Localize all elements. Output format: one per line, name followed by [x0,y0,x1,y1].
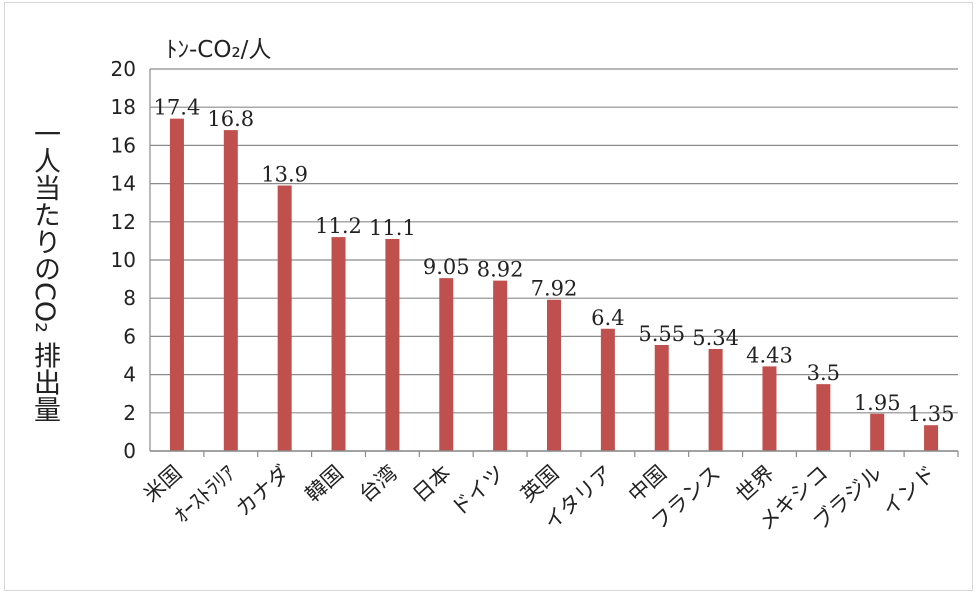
bar [654,344,669,451]
data-label: 5.34 [692,326,739,350]
y-tick-label: 10 [111,248,136,272]
bar [600,328,615,451]
unit-label: ﾄﾝ-CO₂/人 [166,37,272,63]
y-tick-label: 16 [111,133,136,157]
bar [816,384,831,451]
y-tick-label: 8 [123,286,136,310]
data-label: 1.35 [908,402,955,426]
x-tick-label: 世界 [732,461,779,507]
y-axis-title: 一人当たりのCO₂ 排出量 [29,120,60,423]
x-tick-label: 日本 [408,461,455,507]
bar [223,130,238,451]
bar [924,425,939,451]
data-label: 4.43 [746,343,793,367]
bar [385,238,400,451]
bar [547,299,561,451]
data-label: 5.55 [638,322,685,346]
data-label: 13.9 [261,163,308,187]
x-tick-label: ドイツ [447,461,510,521]
y-tick-label: 2 [123,401,136,425]
data-label: 16.8 [207,107,254,131]
x-tick-label: カナダ [231,461,294,521]
y-axis-title-wrap: 一人当たりのCO₂ 排出量 [22,120,66,450]
data-label: 11.2 [315,214,362,238]
data-label: 11.1 [369,216,416,240]
bar [493,280,508,451]
bar [439,278,454,451]
x-tick-label: インド [878,461,941,521]
x-tick-label: 米国 [139,461,186,507]
y-tick-label: 20 [111,57,136,81]
y-tick-label: 6 [123,324,136,348]
x-tick-label: 韓国 [301,461,348,507]
y-tick-label: 0 [123,439,136,463]
x-tick-label: ｵｰｽﾄﾗﾘｱ [169,461,240,528]
y-tick-label: 4 [123,363,136,387]
data-label: 9.05 [423,255,470,279]
bar [169,118,184,451]
chart-frame [4,2,973,591]
bar [870,413,885,451]
data-label: 6.4 [591,306,624,330]
y-tick-label: 14 [111,172,136,196]
bar [762,366,777,451]
y-tick-label: 12 [111,210,136,234]
bar [331,237,346,451]
bar [708,349,723,451]
x-tick-label: 中国 [624,461,671,507]
bar [277,185,292,451]
x-tick-label: 英国 [516,461,563,507]
data-label: 17.4 [154,96,201,120]
data-label: 3.5 [807,361,840,385]
data-label: 1.95 [854,391,901,415]
x-tick-label: 台湾 [354,461,401,507]
data-label: 7.92 [531,277,578,301]
y-tick-label: 18 [111,95,136,119]
data-label: 8.92 [477,258,524,282]
